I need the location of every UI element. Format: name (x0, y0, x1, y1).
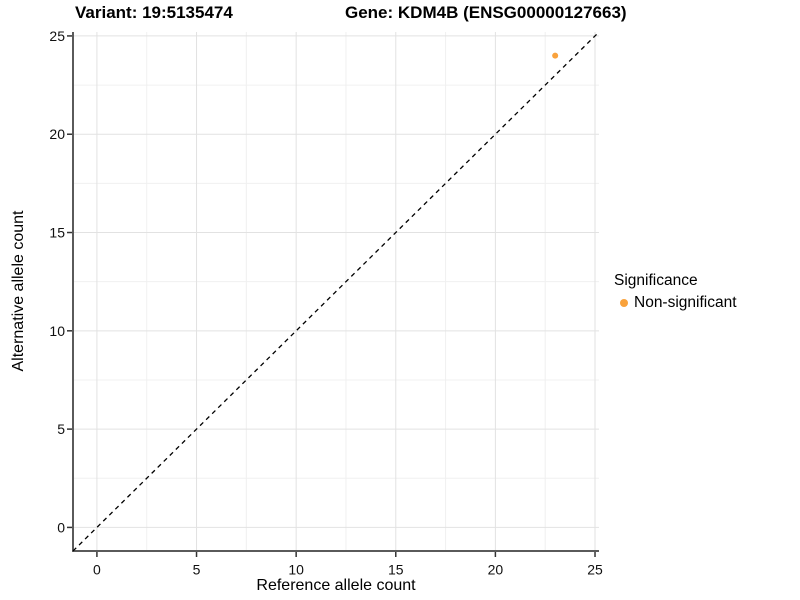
x-tick-label: 25 (587, 562, 603, 578)
legend-item-label: Non-significant (634, 294, 737, 311)
axis-lines (72, 32, 599, 552)
y-tick-label: 15 (49, 225, 65, 241)
x-axis-title: Reference allele count (256, 577, 416, 594)
x-tick-label: 0 (93, 562, 101, 578)
legend-item: Non-significant (614, 294, 737, 312)
gene-title: Gene: KDM4B (ENSG00000127663) (345, 3, 627, 22)
legend-dot-icon (620, 299, 628, 307)
tick-labels: 0 5 10 15 20 25 0 5 10 15 20 25 (49, 28, 603, 578)
legend-title: Significance (614, 272, 698, 289)
y-tick-label: 5 (57, 421, 65, 437)
data-points (552, 52, 559, 59)
x-tick-label: 10 (288, 562, 304, 578)
variant-title: Variant: 19:5135474 (75, 3, 233, 22)
x-tick-label: 15 (388, 562, 404, 578)
y-tick-label: 0 (57, 519, 65, 535)
legend: Significance Non-significant (614, 272, 737, 312)
identity-line (72, 31, 600, 552)
y-tick-label: 20 (49, 126, 65, 142)
x-tick-label: 20 (488, 562, 504, 578)
y-tick-label: 25 (49, 28, 65, 44)
x-tick-label: 5 (193, 562, 201, 578)
grid-major (73, 32, 599, 551)
legend-items: Non-significant (614, 294, 737, 312)
scatter-point (552, 52, 559, 59)
grid-minor (73, 32, 599, 551)
identity-reference-line (72, 31, 600, 552)
y-axis-title: Alternative allele count (10, 210, 27, 372)
axis-ticks (67, 35, 596, 557)
y-tick-label: 10 (49, 323, 65, 339)
